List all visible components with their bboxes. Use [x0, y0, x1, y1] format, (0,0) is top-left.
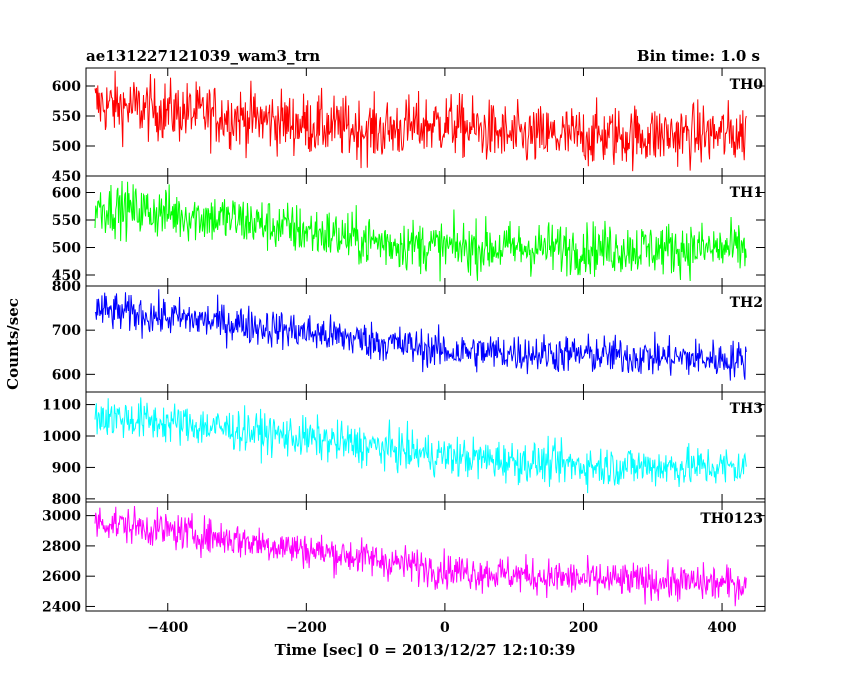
panel-th0123: 2400 2600 2800 3000 TH0123 — [42, 501, 766, 615]
y-tick-label: 600 — [52, 186, 81, 202]
panel-frame — [85, 285, 766, 393]
chart-title: ae131227121039_wam3_trn — [86, 47, 320, 65]
series-th0123-line — [94, 505, 747, 607]
y-tick-label: 700 — [52, 323, 81, 339]
panel-th3: 800 900 1000 1100 TH3 — [42, 391, 766, 508]
bin-time-label: Bin time: 1.0 s — [637, 47, 760, 65]
y-tick-label: 2400 — [42, 599, 81, 615]
x-axis: −400 −200 0 200 400 — [147, 620, 737, 636]
series-th0-line — [94, 70, 747, 172]
y-tick-label: 2600 — [42, 569, 81, 585]
x-tick-label: 0 — [440, 620, 450, 636]
x-tick-label: −400 — [147, 620, 188, 636]
y-tick-label: 1100 — [42, 398, 81, 414]
y-tick-label: 900 — [52, 460, 81, 476]
panel-label-th1: TH1 — [730, 185, 763, 201]
panels-group: 450 500 550 600 TH0 450 500 550 600 TH1 600 700 800 T… — [42, 67, 766, 615]
y-tick-label: 3000 — [42, 509, 81, 525]
y-tick-label: 800 — [52, 279, 81, 295]
y-tick-label: 600 — [52, 367, 81, 383]
y-tick-label: 500 — [52, 139, 81, 155]
series-th3-line — [94, 397, 747, 494]
x-tick-label: 400 — [707, 620, 736, 636]
panel-label-th2: TH2 — [730, 295, 763, 311]
series-th1-line — [94, 180, 747, 282]
panel-frame — [85, 501, 766, 612]
x-tick-label: 200 — [569, 620, 598, 636]
y-tick-label: 2800 — [42, 539, 81, 555]
y-tick-label: 550 — [52, 213, 81, 229]
y-tick-label: 500 — [52, 241, 81, 257]
panel-th2: 600 700 800 TH2 — [52, 279, 766, 393]
y-tick-label: 450 — [52, 268, 81, 284]
series-th2-line — [94, 289, 747, 381]
y-tick-label: 550 — [52, 109, 81, 125]
x-tick-label: −200 — [286, 620, 327, 636]
panel-label-th0123: TH0123 — [700, 511, 763, 527]
y-tick-label: 450 — [52, 169, 81, 185]
y-tick-label: 600 — [52, 79, 81, 95]
y-tick-label: 800 — [52, 492, 81, 508]
y-tick-label: 1000 — [42, 429, 81, 445]
panel-label-th3: TH3 — [730, 401, 763, 417]
panel-label-th0: TH0 — [730, 77, 764, 93]
panel-th1: 450 500 550 600 TH1 — [52, 175, 766, 287]
y-axis-label: Counts/sec — [4, 298, 22, 390]
panel-th0: 450 500 550 600 TH0 — [52, 67, 766, 185]
x-axis-label: Time [sec] 0 = 2013/12/27 12:10:39 — [275, 641, 576, 659]
